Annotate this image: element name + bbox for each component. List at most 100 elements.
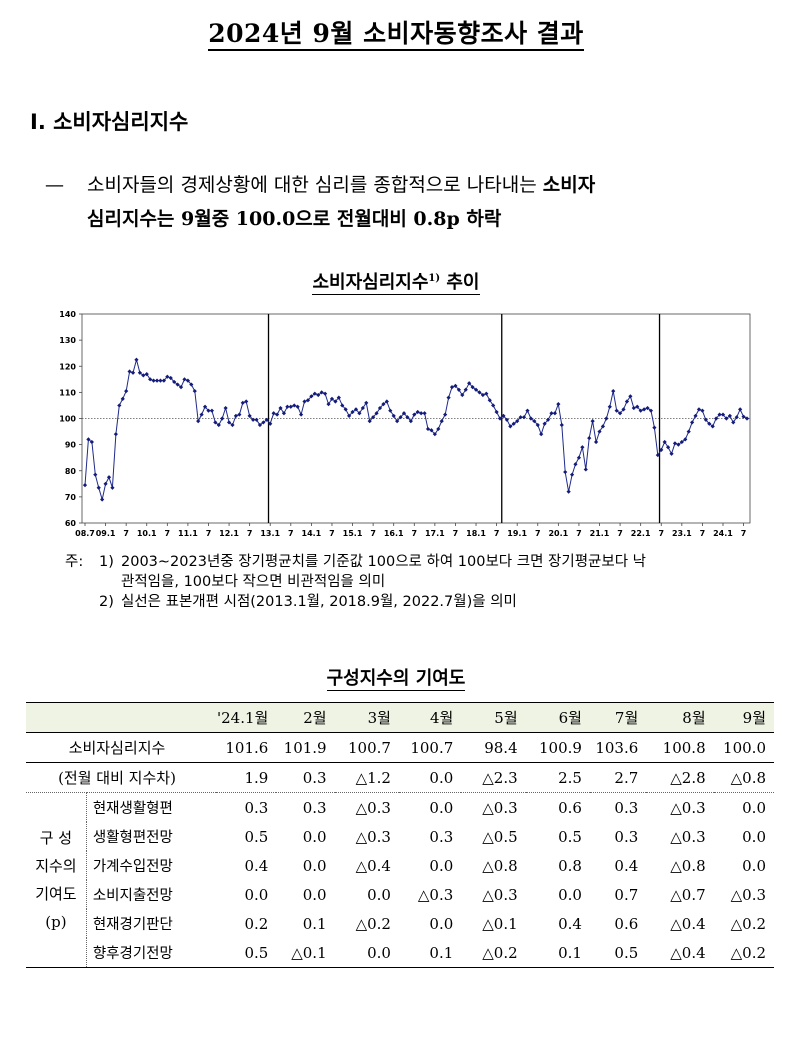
component-value-cell: 0.3 bbox=[244, 798, 269, 817]
csi-data-point bbox=[590, 419, 595, 424]
component-value-cell: △0.8 bbox=[482, 856, 518, 875]
component-label: 향후경기전망 bbox=[86, 938, 216, 968]
note-2-text: 실선은 표본개편 시점(2013.1월, 2018.9월, 2022.7월)을 … bbox=[121, 594, 517, 610]
csi-data-point bbox=[470, 385, 475, 390]
csi-data-point bbox=[244, 399, 249, 404]
csi-data-point bbox=[484, 391, 489, 396]
csi-data-point bbox=[347, 413, 352, 418]
csi-data-point bbox=[583, 467, 588, 472]
summary-text: 소비자들의 경제상황에 대한 심리를 종합적으로 나타내는 bbox=[87, 174, 543, 196]
csi-value-cell: 103.6 bbox=[589, 732, 647, 763]
csi-data-point bbox=[110, 485, 115, 490]
row-label-diff: (전월 대비 지수차) bbox=[26, 762, 216, 793]
csi-data-point bbox=[559, 422, 564, 428]
x-tick-label: 11.1 bbox=[178, 529, 198, 538]
csi-data-point bbox=[607, 404, 612, 409]
csi-data-point bbox=[744, 416, 750, 421]
component-label: 현재생활형편 bbox=[92, 801, 173, 817]
table-row-component: 현재경기판단 0.2 0.1 △0.2 0.0 △0.1 0.4 0.6 △0.4 △0.2 bbox=[26, 909, 774, 938]
csi-data-point bbox=[432, 432, 437, 437]
csi-data-point bbox=[532, 419, 537, 424]
diff-value-cell: 0.0 bbox=[398, 762, 462, 793]
csi-data-point bbox=[497, 416, 503, 421]
component-value-cell: 0.1 bbox=[302, 914, 327, 933]
diff-value-cell: △1.2 bbox=[334, 762, 399, 793]
csi-data-point bbox=[566, 489, 571, 494]
csi-data-point bbox=[233, 413, 239, 418]
csi-data-point bbox=[696, 407, 702, 412]
component-value-cell: △0.7 bbox=[670, 885, 706, 904]
col-header: 7월 bbox=[589, 702, 647, 733]
csi-data-point bbox=[443, 412, 448, 417]
col-header: 5월 bbox=[461, 702, 526, 733]
csi-data-point bbox=[724, 416, 729, 421]
csi-data-point bbox=[371, 415, 376, 420]
component-value-cell: △0.5 bbox=[482, 827, 518, 846]
note-2-number: 2) bbox=[99, 594, 114, 610]
csi-data-point bbox=[576, 455, 582, 460]
component-value-cell: 0.4 bbox=[244, 856, 269, 875]
chart-title-text: 소비자심리지수 bbox=[312, 272, 429, 295]
y-tick-label: 120 bbox=[59, 362, 76, 371]
col-header: 4월 bbox=[398, 702, 462, 733]
component-value-cell: 0.5 bbox=[216, 938, 277, 968]
table-row-component: 생활형편전망 0.5 0.0 △0.3 0.3 △0.5 0.5 0.3 △0.3 0.0 bbox=[26, 822, 774, 851]
component-value-cell: △0.1 bbox=[276, 938, 335, 968]
x-tick-label: 23.1 bbox=[672, 529, 692, 538]
csi-data-point bbox=[573, 462, 578, 467]
group-label-line: (p) bbox=[45, 913, 67, 931]
diff-value-cell: 2.5 bbox=[525, 762, 590, 793]
csi-data-point bbox=[220, 416, 225, 421]
x-tick-label: 7 bbox=[453, 529, 459, 538]
component-value-cell: 0.6 bbox=[614, 914, 639, 933]
table-row-component: 향후경기전망 0.5 △0.1 0.0 0.1 △0.2 0.1 0.5 △0.4 △0.2 bbox=[26, 938, 774, 968]
y-tick-label: 60 bbox=[65, 519, 77, 528]
component-value-cell: 0.0 bbox=[429, 856, 454, 875]
y-tick-label: 70 bbox=[65, 493, 77, 502]
component-value-cell: 0.1 bbox=[398, 938, 462, 968]
contribution-table: '24.1월 2월 3월 4월 5월 6월 7월 8월 9월 소비자심리지수 10… bbox=[26, 702, 774, 968]
csi-data-point bbox=[127, 369, 132, 374]
component-value-cell: 0.8 bbox=[558, 856, 582, 875]
col-header: 2월 bbox=[276, 702, 335, 733]
csi-data-point bbox=[240, 400, 245, 405]
col-header: 9월 bbox=[713, 702, 774, 733]
csi-data-point bbox=[343, 407, 348, 412]
csi-data-point bbox=[319, 390, 324, 395]
csi-data-point bbox=[593, 439, 599, 445]
component-value-cell: 0.3 bbox=[429, 827, 454, 846]
csi-data-point bbox=[192, 388, 197, 394]
x-tick-label: 7 bbox=[370, 529, 376, 538]
x-tick-label: 14.1 bbox=[302, 529, 322, 538]
component-value-cell: △0.3 bbox=[482, 885, 518, 904]
component-value-cell: 0.0 bbox=[429, 914, 454, 933]
x-tick-label: 7 bbox=[288, 529, 294, 538]
csi-data-point bbox=[556, 402, 561, 407]
plot-area bbox=[81, 313, 751, 524]
csi-data-point bbox=[89, 439, 94, 445]
notes-prefix: 주: bbox=[65, 554, 84, 570]
x-tick-label: 7 bbox=[700, 529, 706, 538]
csi-data-point bbox=[449, 385, 455, 390]
csi-data-point bbox=[700, 408, 705, 413]
x-tick-label: 7 bbox=[535, 529, 541, 538]
chart-notes: 주: 1) 2003∼2023년중 장기평균치를 기준값 100으로 하여 100보… bbox=[65, 552, 775, 612]
y-axis: 60 70 80 90 100 110 120 130 140 bbox=[59, 310, 82, 528]
component-value-cell: △0.2 bbox=[355, 914, 391, 933]
x-tick-label: 19.1 bbox=[507, 529, 527, 538]
csi-data-point bbox=[137, 370, 142, 375]
csi-data-point bbox=[686, 429, 691, 434]
component-value-cell: 0.4 bbox=[558, 914, 582, 933]
component-value-cell: △0.3 bbox=[355, 798, 391, 817]
csi-data-point bbox=[467, 381, 472, 386]
csi-line-chart: 60 70 80 90 100 110 120 130 140 08.7 09.1 7 10.1 7 11… bbox=[59, 310, 751, 538]
component-label: 소비지출전망 bbox=[92, 888, 173, 904]
csi-data-point bbox=[690, 420, 695, 425]
csi-data-point bbox=[714, 416, 719, 421]
x-axis: 08.7 09.1 7 10.1 7 11.1 7 12.1 7 13.1 7 14.1 7 15.1 7 1… bbox=[75, 523, 746, 538]
x-tick-label: 7 bbox=[165, 529, 171, 538]
csi-data-point bbox=[350, 409, 355, 415]
csi-data-point bbox=[676, 442, 681, 447]
csi-data-point bbox=[456, 387, 461, 392]
x-tick-label: 18.1 bbox=[466, 529, 486, 538]
